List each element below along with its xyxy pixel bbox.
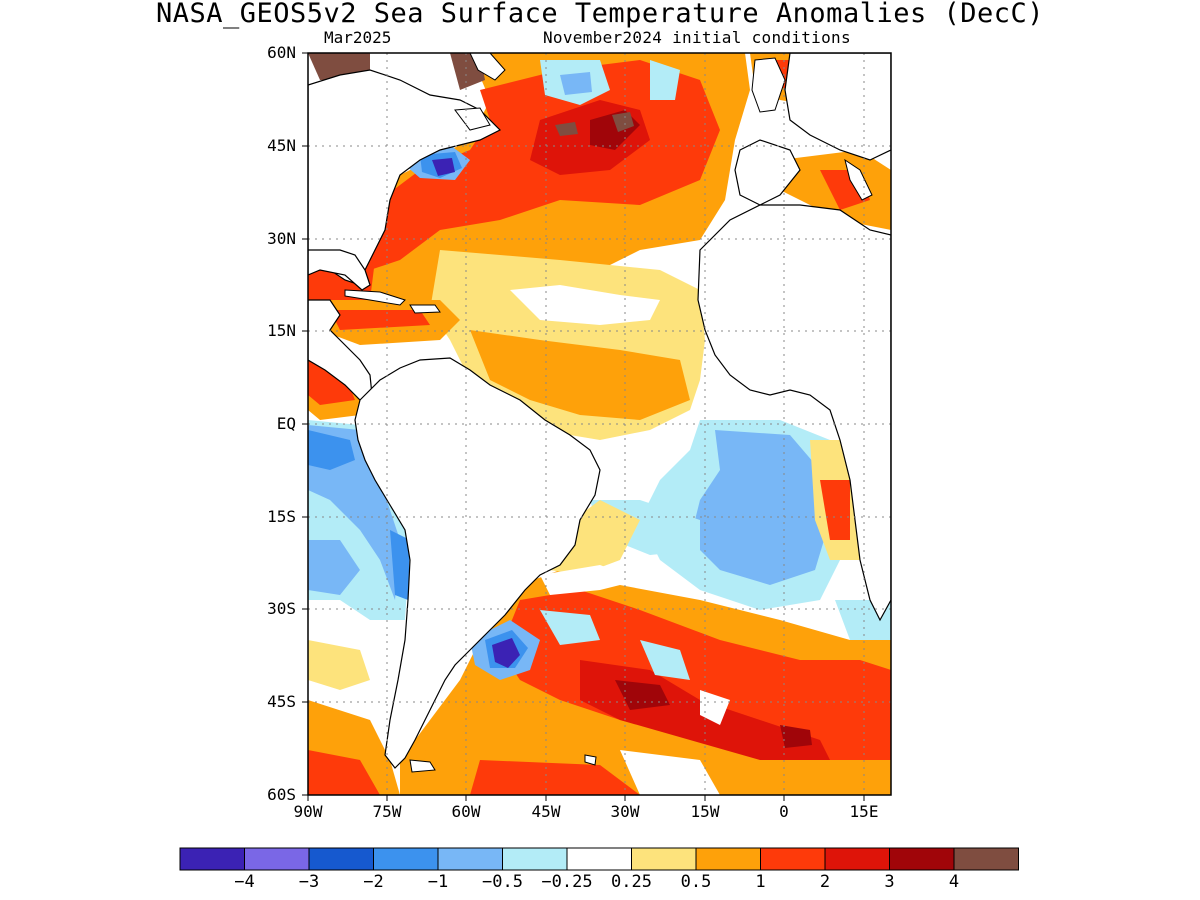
colorbar-label-1: −3 xyxy=(298,872,320,892)
colorbar-label-5: −0.25 xyxy=(541,872,593,892)
colorbar-label-4: −0.5 xyxy=(482,872,523,892)
lon-label-90w: 90W xyxy=(293,802,323,821)
chart-title: NASA_GEOS5v2 Sea Surface Temperature Ano… xyxy=(155,0,1045,29)
lat-label-60s: 60S xyxy=(267,785,296,804)
colorbar-swatch-5 xyxy=(502,847,568,871)
axis-ticks xyxy=(302,52,865,801)
lat-label-15s: 15S xyxy=(267,507,296,526)
colorbar-swatch-6 xyxy=(566,847,632,871)
lon-label-45w: 45W xyxy=(531,802,561,821)
colorbar-swatch-1 xyxy=(244,847,310,871)
colorbar-swatch-10 xyxy=(824,847,890,871)
colorbar-swatch-8 xyxy=(695,847,761,871)
lat-label-45s: 45S xyxy=(267,692,296,711)
lat-label-60n: 60N xyxy=(267,43,296,62)
colorbar-label-10: 3 xyxy=(884,872,895,892)
lat-label-30n: 30N xyxy=(267,229,296,248)
colorbar-swatch-11 xyxy=(889,847,955,871)
colorbar-swatch-2 xyxy=(308,847,374,871)
colorbar-label-11: 4 xyxy=(948,872,960,892)
colorbar-label-9: 2 xyxy=(819,872,831,892)
colorbar-swatch-0 xyxy=(179,847,245,871)
lon-label-75w: 75W xyxy=(372,802,402,821)
colorbar-swatch-4 xyxy=(437,847,503,871)
colorbar-label-0: −4 xyxy=(234,872,255,892)
colorbar-swatch-9 xyxy=(760,847,826,871)
colorbar-label-7: 0.5 xyxy=(680,872,712,892)
colorbar xyxy=(179,847,1019,871)
colorbar-label-3: −1 xyxy=(427,872,449,892)
lat-label-45n: 45N xyxy=(267,136,296,155)
map-gridlines xyxy=(308,53,891,795)
colorbar-label-8: 1 xyxy=(755,872,766,892)
lon-label-60w: 60W xyxy=(451,802,481,821)
lat-label-15n: 15N xyxy=(267,321,296,340)
lat-label-eq: EQ xyxy=(276,414,296,433)
lon-label-0: 0 xyxy=(779,802,789,821)
colorbar-label-6: 0.25 xyxy=(611,872,652,892)
colorbar-swatch-12 xyxy=(953,847,1019,871)
lon-label-15e: 15E xyxy=(849,802,879,821)
colorbar-swatch-7 xyxy=(631,847,697,871)
colorbar-swatch-3 xyxy=(373,847,439,871)
anomaly-field xyxy=(308,53,891,795)
lon-label-30w: 30W xyxy=(610,802,640,821)
lon-label-15w: 15W xyxy=(690,802,720,821)
forecast-month: Mar2025 xyxy=(324,28,392,47)
lat-label-30s: 30S xyxy=(267,599,296,618)
colorbar-label-2: −2 xyxy=(363,872,384,892)
initial-conditions: November2024 initial conditions xyxy=(543,28,851,47)
